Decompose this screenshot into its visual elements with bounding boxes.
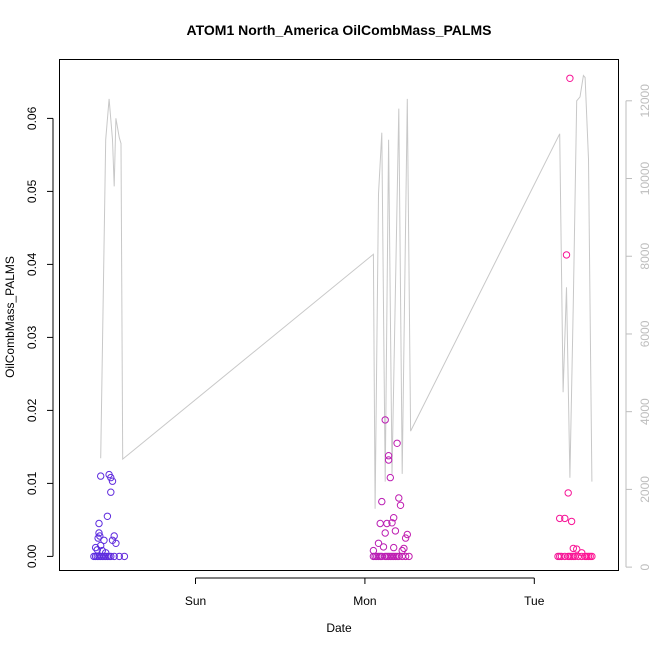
x-tick-label: Sun — [185, 594, 206, 608]
data-point — [96, 532, 104, 540]
plot-frame — [59, 59, 619, 571]
data-point — [112, 539, 120, 547]
chart-title: ATOM1 North_America OilCombMass_PALMS — [187, 22, 492, 38]
right-tick-label: 10000 — [638, 162, 650, 196]
x-axis-label: Date — [326, 621, 352, 635]
data-point — [120, 552, 129, 561]
data-point — [384, 456, 393, 464]
data-point — [103, 512, 112, 520]
data-point — [401, 552, 410, 561]
y-axis: 0.00 0.01 0.02 0.03 0.04 0.05 0.06 — [25, 106, 54, 568]
data-point — [569, 544, 577, 553]
data-point — [562, 251, 571, 259]
data-point — [107, 473, 115, 482]
data-point — [383, 519, 391, 528]
data-point — [95, 519, 103, 528]
data-point — [588, 552, 596, 561]
data-point — [556, 514, 564, 523]
data-point — [91, 543, 100, 552]
right-axis-line-series — [100, 74, 593, 509]
data-point — [374, 539, 383, 547]
data-point — [376, 519, 384, 528]
data-point — [564, 489, 572, 497]
data-point — [567, 517, 576, 526]
data-point — [405, 552, 413, 561]
data-point — [97, 541, 105, 550]
y-axis-label: OilCombMass_PALMS — [3, 256, 17, 378]
data-point — [379, 543, 388, 551]
right-tick-label: 4000 — [638, 398, 650, 425]
data-point — [403, 530, 411, 539]
data-point — [110, 552, 118, 561]
data-point — [381, 529, 389, 537]
data-point — [390, 514, 398, 522]
data-point — [400, 544, 408, 553]
data-point — [384, 452, 393, 460]
data-point — [401, 534, 410, 542]
data-point — [115, 552, 124, 561]
data-point — [108, 477, 117, 485]
data-point — [561, 514, 569, 523]
y-tick-label: 0.05 — [25, 179, 39, 203]
right-tick-label: 6000 — [638, 320, 650, 347]
data-point — [102, 549, 110, 557]
data-point — [95, 529, 103, 537]
y-tick-label: 0.04 — [25, 252, 39, 276]
y-tick-label: 0.03 — [25, 325, 39, 349]
data-point — [369, 546, 378, 555]
right-axis: 0 2000 4000 6000 8000 10000 12000 — [625, 84, 650, 570]
x-axis: Sun Mon Tue — [185, 577, 545, 608]
data-point — [107, 488, 115, 496]
data-point — [97, 472, 105, 480]
y-tick-label: 0.01 — [25, 471, 39, 495]
y-tick-label: 0.02 — [25, 398, 39, 422]
data-point — [396, 501, 405, 509]
data-point — [381, 416, 389, 424]
data-point — [388, 519, 396, 527]
data-point — [107, 552, 115, 561]
right-tick-label: 0 — [638, 563, 650, 570]
data-point — [578, 549, 586, 557]
data-point — [573, 545, 581, 553]
data-point — [395, 494, 403, 502]
right-tick-label: 2000 — [638, 476, 650, 503]
data-point — [386, 473, 394, 482]
series-line — [100, 74, 593, 509]
data-point — [390, 543, 398, 552]
data-point — [393, 439, 401, 447]
data-point — [110, 532, 118, 540]
x-tick-label: Mon — [353, 594, 376, 608]
data-point — [391, 527, 400, 535]
scatter-series — [90, 74, 596, 561]
data-point — [378, 497, 386, 506]
right-tick-label: 8000 — [638, 243, 650, 270]
x-tick-label: Tue — [524, 594, 545, 608]
data-point — [398, 546, 406, 555]
data-point — [566, 74, 574, 83]
y-tick-label: 0.00 — [25, 544, 39, 568]
right-tick-label: 12000 — [638, 84, 650, 118]
y-tick-label: 0.06 — [25, 106, 39, 130]
data-point — [100, 536, 108, 544]
